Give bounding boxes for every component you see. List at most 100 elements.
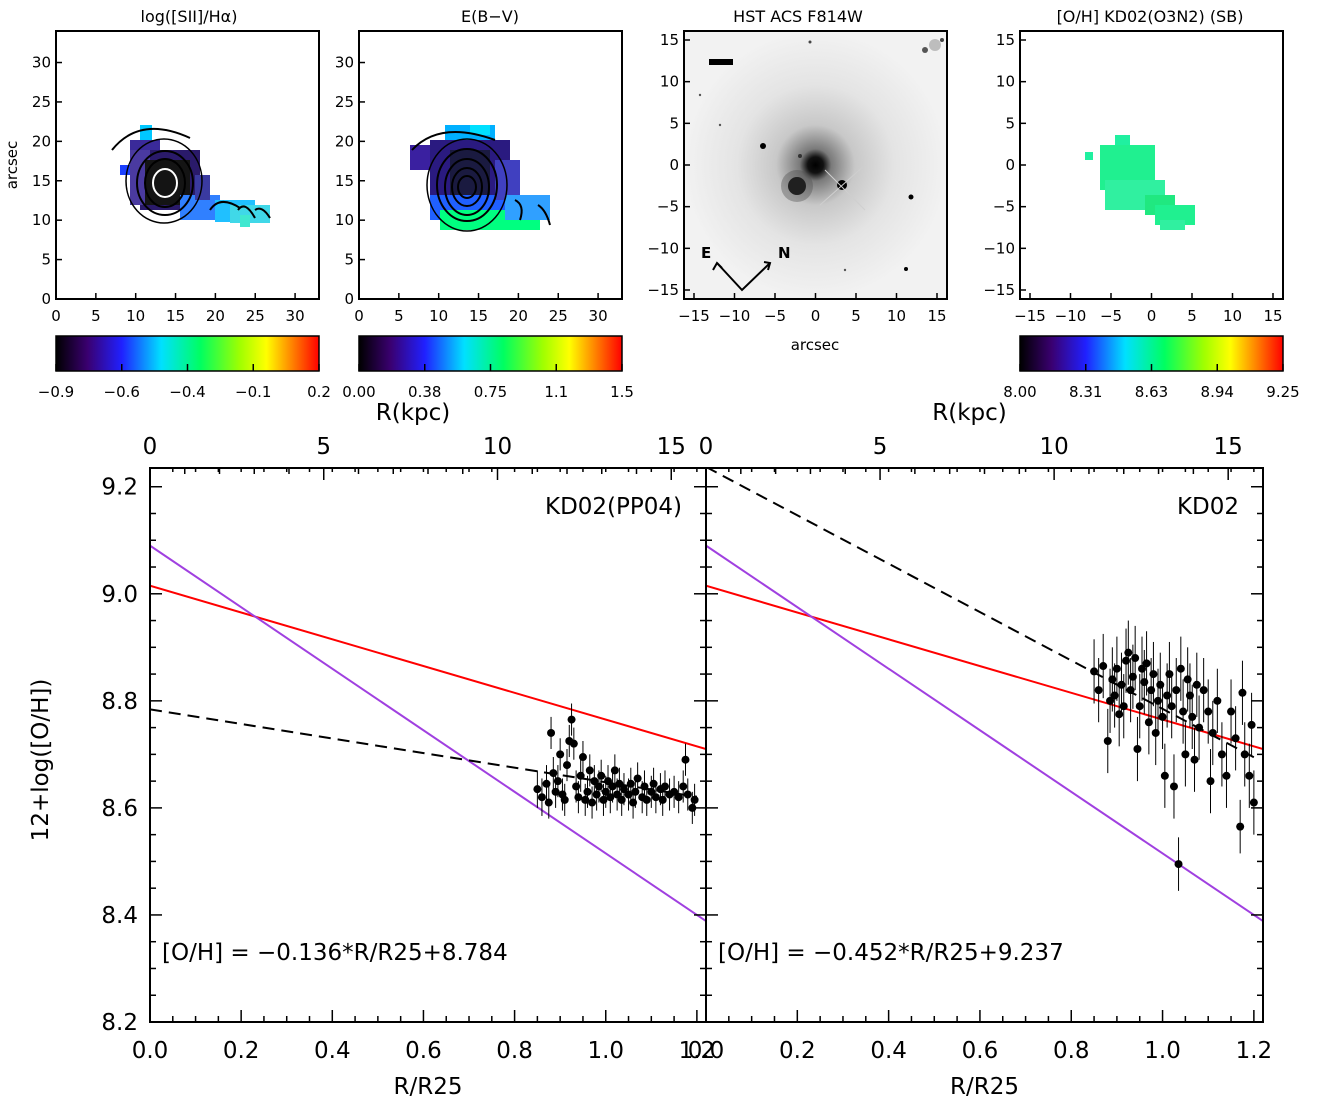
data-point	[683, 790, 692, 799]
hst-title: HST ACS F814W	[733, 7, 863, 26]
oh-xtick-label: −5	[1100, 307, 1122, 325]
data-point	[690, 795, 699, 804]
ebv-frame	[358, 30, 623, 300]
panel-label: KD02(PP04)	[545, 494, 682, 520]
oh-ytick-label: 10	[996, 73, 1015, 91]
data-point	[594, 782, 603, 791]
x-tick-label: 0.4	[314, 1038, 351, 1064]
data-point	[1112, 664, 1121, 673]
oh-colorbar: 8.00 8.31 8.63 8.94 9.25	[1003, 335, 1300, 401]
data-point	[592, 790, 601, 799]
sii-cb-tick-label: −0.9	[38, 383, 74, 401]
top-tick-label: 15	[1214, 434, 1243, 460]
sii-yticks: 0 5 10 15 20 25 30	[32, 54, 62, 308]
oh-xticks: −15 −10 −5 0 5 10 15	[1014, 293, 1283, 325]
ebv-title: E(B−V)	[461, 7, 519, 26]
x-tick-label: 0.8	[496, 1038, 533, 1064]
shared-ylabel: 12+log([O/H])	[28, 679, 54, 842]
data-point	[651, 793, 660, 802]
x-tick-label: 1.2	[1236, 1038, 1273, 1064]
ebv-ytick-label: 15	[335, 172, 354, 190]
data-point	[1117, 680, 1126, 689]
sii-ytick-label: 10	[32, 211, 51, 229]
data-point	[1122, 656, 1131, 665]
data-point	[1110, 691, 1119, 700]
sii-colorbar: −0.9 −0.6 −0.4 −0.1 0.2	[38, 335, 331, 401]
hst-scalebar	[709, 59, 733, 65]
data-point	[1247, 720, 1256, 729]
y-tick-label: 9.0	[101, 582, 138, 608]
sii-cb-tick-label: −0.6	[104, 383, 140, 401]
hst-yticks: 15 10 5 0 −5 −10 −15	[647, 31, 690, 299]
data-point	[1213, 696, 1222, 705]
hst-compass	[712, 261, 772, 292]
data-point	[1163, 691, 1172, 700]
ebv-cb-tick-label: 0.75	[474, 383, 507, 401]
top-tick-label: 0	[699, 434, 714, 460]
hst-xtick-label: −10	[719, 307, 751, 325]
ebv-contours	[411, 131, 551, 232]
data-point	[583, 787, 592, 796]
top-tick-label: 5	[316, 434, 331, 460]
ebv-xtick-label: 0	[354, 307, 364, 325]
data-point	[1231, 734, 1240, 743]
data-point	[617, 795, 626, 804]
data-point	[572, 782, 581, 791]
y-tick-label: 8.4	[101, 903, 138, 929]
sii-ytick-label: 5	[41, 251, 51, 269]
oh-title: [O/H] KD02(O3N2) (SB)	[1057, 7, 1244, 26]
data-point	[626, 779, 635, 788]
data-point	[619, 785, 628, 794]
ebv-ytick-label: 20	[335, 132, 354, 150]
top-tick-label: 5	[873, 434, 888, 460]
data-point	[1195, 723, 1204, 732]
ebv-panel: E(B−V) 0 5 10 15 20 25 30 0 5 10 15 20 25 30	[335, 7, 623, 325]
panel-label: KD02	[1177, 494, 1239, 520]
ebv-xtick-label: 20	[509, 307, 528, 325]
reference-line-1	[706, 544, 1263, 922]
sii-ytick-label: 15	[32, 172, 51, 190]
x-axis-label: R/R25	[950, 1074, 1019, 1100]
data-point	[556, 750, 565, 759]
sii-colorbar-ticks: −0.9 −0.6 −0.4 −0.1 0.2	[38, 364, 331, 401]
hst-xtick-label: −15	[678, 307, 710, 325]
data-point	[1217, 750, 1226, 759]
ebv-ytick-label: 30	[335, 54, 354, 72]
sii-xtick-label: 5	[91, 307, 101, 325]
hst-ytick-label: −5	[657, 198, 679, 216]
oh-ytick-label: 5	[1005, 114, 1015, 132]
data-point	[1094, 686, 1103, 695]
ebv-ytick-label: 5	[344, 251, 354, 269]
oh-xtick-label: 0	[1147, 307, 1157, 325]
data-point	[542, 779, 551, 788]
sii-cb-tick-label: −0.1	[235, 383, 271, 401]
hst-ytick-label: 15	[660, 31, 679, 49]
hst-xtick-label: 5	[851, 307, 861, 325]
data-point	[660, 782, 669, 791]
data-point	[1131, 654, 1140, 663]
fit-equation: [O/H] = −0.136*R/R25+8.784	[162, 940, 508, 966]
data-point	[1185, 691, 1194, 700]
sii-xtick-label: 15	[166, 307, 185, 325]
data-point	[549, 769, 558, 778]
top-tick-label: 10	[1039, 434, 1068, 460]
data-point	[1172, 686, 1181, 695]
sii-ytick-label: 20	[32, 132, 51, 150]
sii-map	[120, 125, 270, 227]
x-tick-label: 0.8	[1053, 1038, 1090, 1064]
data-point	[1133, 745, 1142, 754]
hst-ytick-label: 10	[660, 73, 679, 91]
sii-cb-tick-label: −0.4	[169, 383, 205, 401]
data-point	[547, 728, 556, 737]
reference-line-0	[706, 584, 1263, 750]
plot-frame-1	[705, 467, 1264, 1023]
ebv-xtick-label: 10	[429, 307, 448, 325]
oh-xtick-label: 5	[1187, 307, 1197, 325]
data-point	[1190, 755, 1199, 764]
data-point	[576, 771, 585, 780]
ebv-ytick-label: 25	[335, 93, 354, 111]
data-point	[1151, 728, 1160, 737]
oh-xtick-label: −10	[1055, 307, 1087, 325]
data-point	[578, 753, 587, 762]
data-point	[1236, 822, 1245, 831]
